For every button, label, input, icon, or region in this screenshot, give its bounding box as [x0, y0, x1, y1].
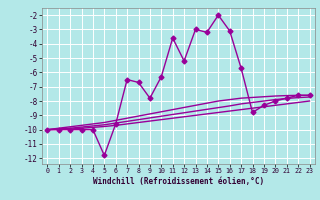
X-axis label: Windchill (Refroidissement éolien,°C): Windchill (Refroidissement éolien,°C): [93, 177, 264, 186]
